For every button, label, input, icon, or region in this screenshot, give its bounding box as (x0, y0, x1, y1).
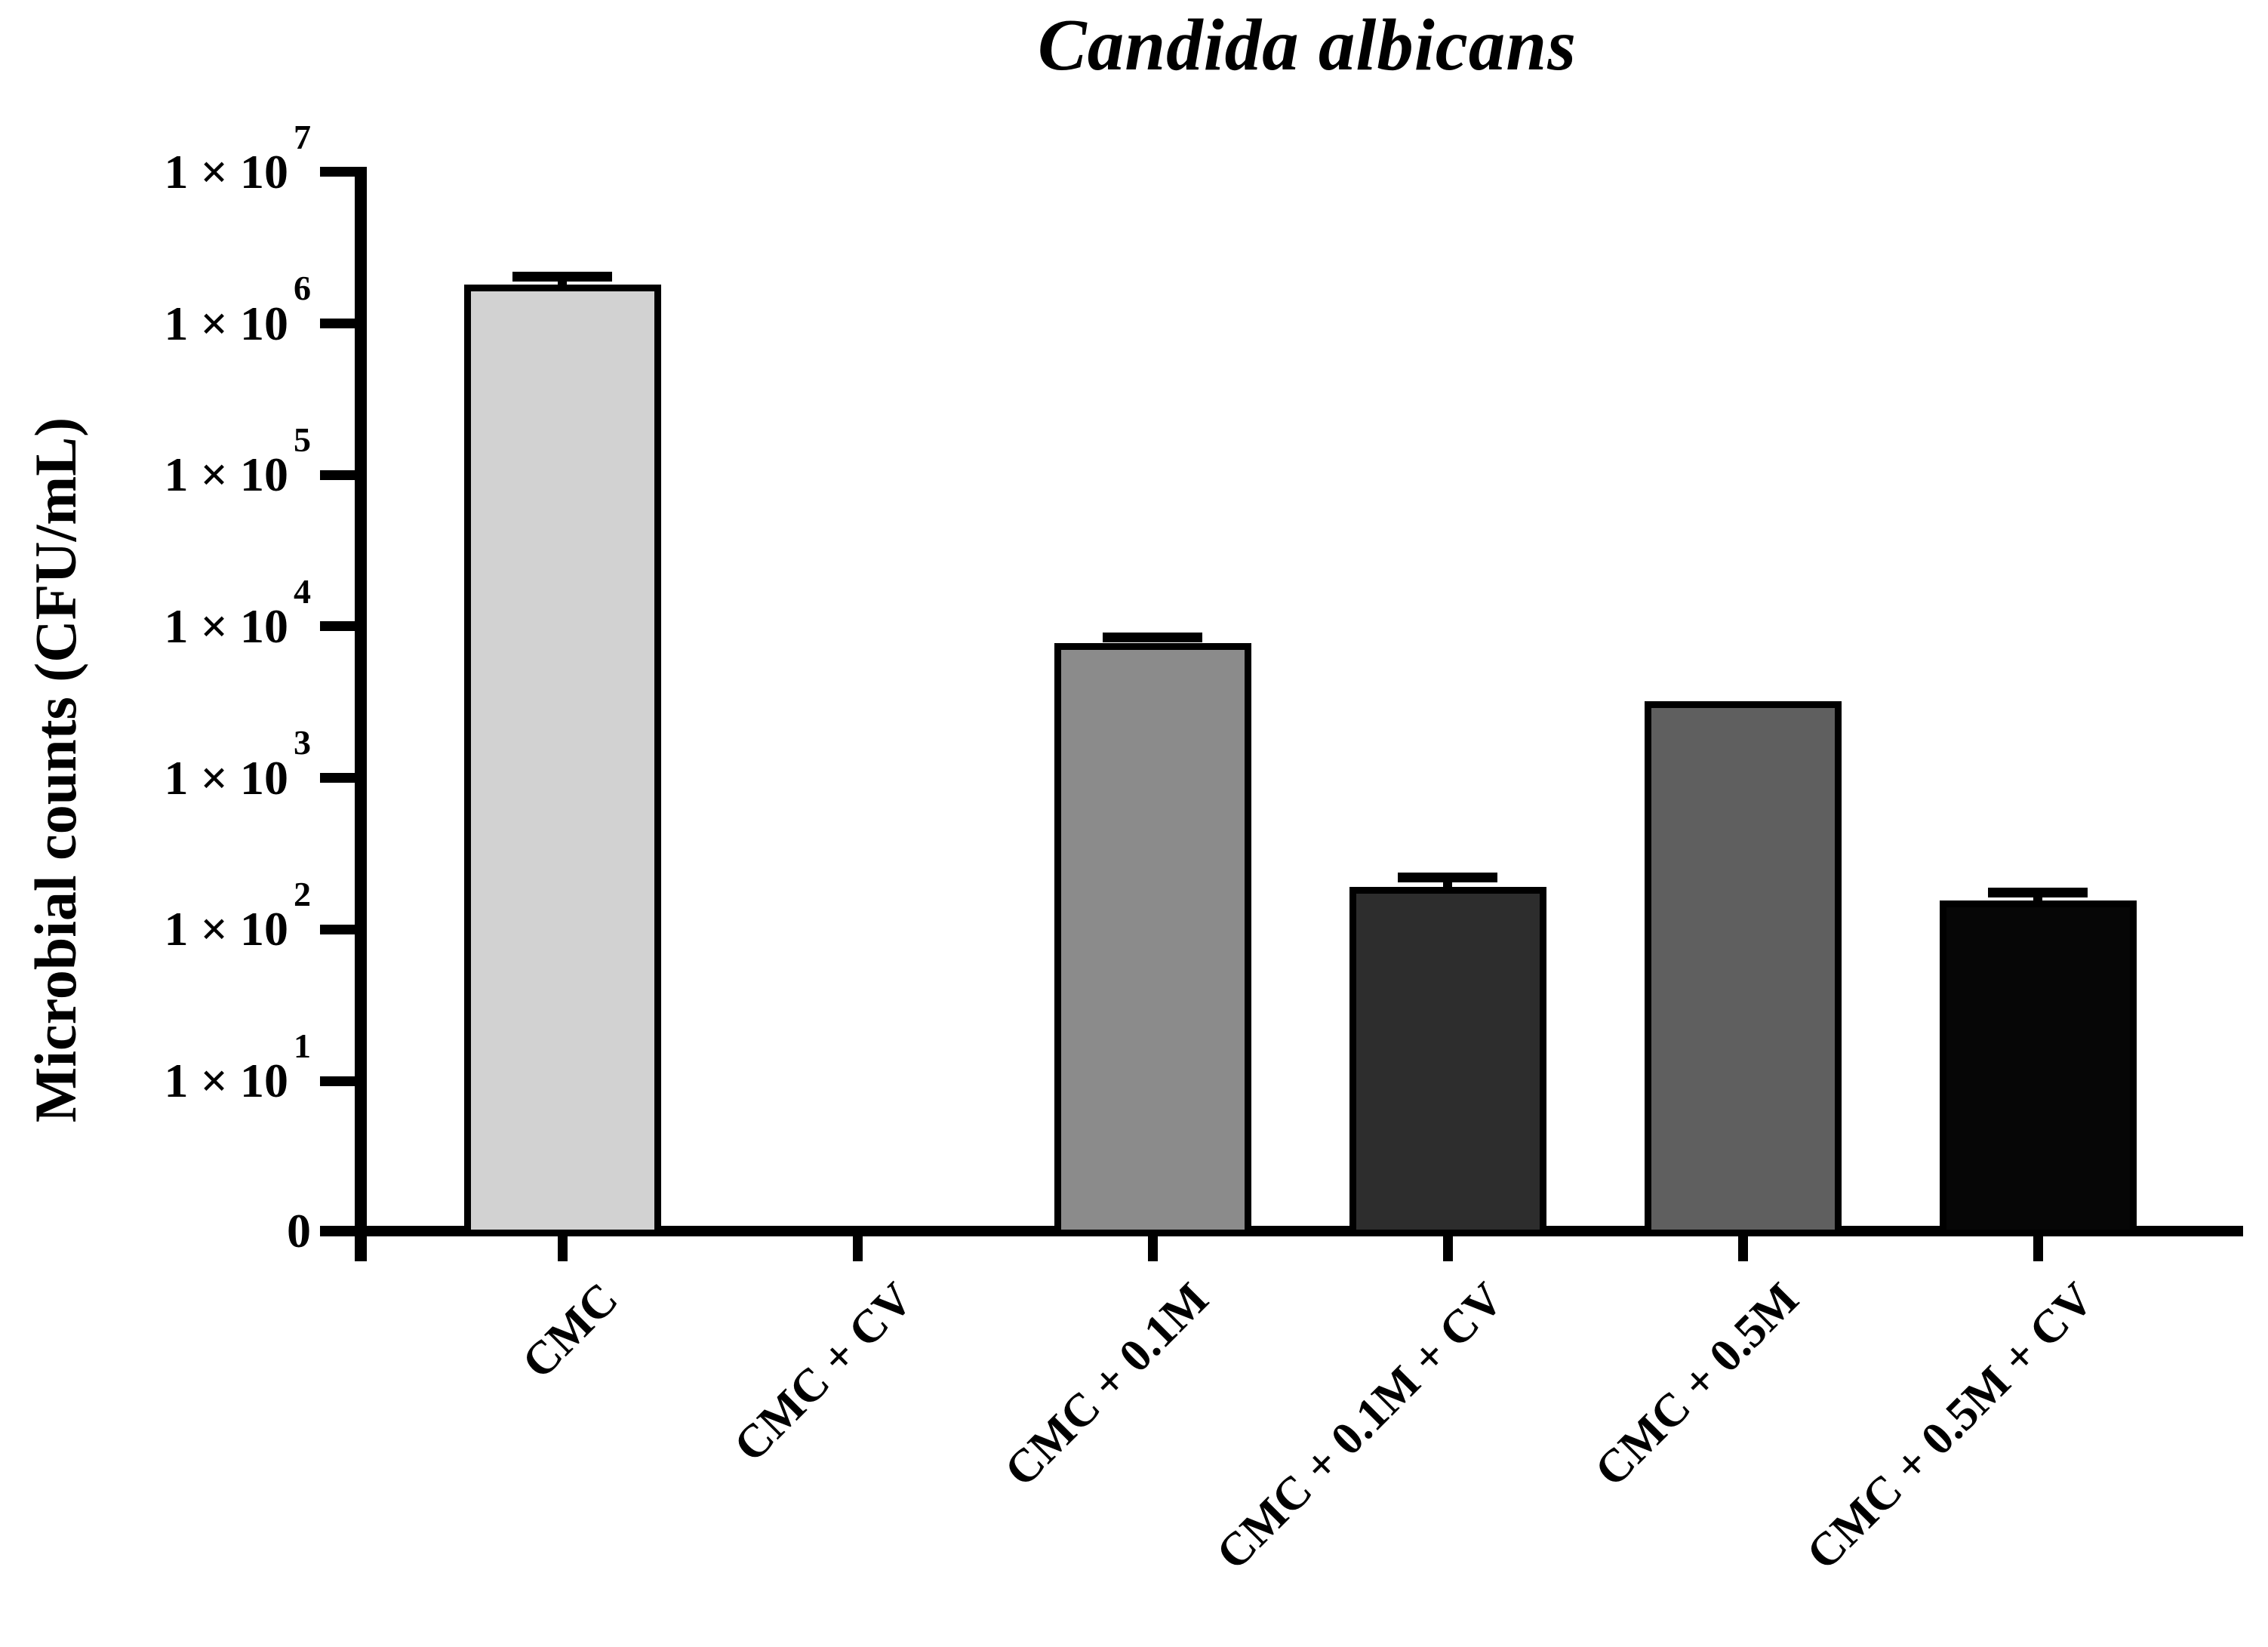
bar-4 (1349, 887, 1546, 1236)
x-tick-2 (852, 1236, 863, 1261)
y-tick-1e3 (320, 773, 367, 783)
y-tick-label-1e2: 1 × 102 (164, 875, 311, 956)
y-tick-label-1e7: 1 × 107 (164, 117, 311, 199)
y-tick-1e7 (320, 167, 367, 177)
error-bar-stem-1 (558, 281, 567, 287)
y-tick-label-1e6: 1 × 106 (164, 269, 311, 350)
y-tick-1e4 (320, 621, 367, 632)
error-bar-stem-4 (1443, 882, 1452, 889)
y-tick-1e1 (320, 1076, 367, 1086)
bar-5 (1644, 701, 1842, 1236)
y-tick-1e5 (320, 469, 367, 480)
y-axis-line (355, 167, 367, 1261)
error-bar-cap-1 (512, 271, 612, 282)
y-tick-label-1e3: 1 × 103 (164, 723, 311, 805)
bar-1 (463, 285, 661, 1236)
y-tick-1e2 (320, 924, 367, 934)
error-bar-cap-6 (1988, 888, 2088, 898)
y-tick-label-1e4: 1 × 104 (164, 571, 311, 653)
y-tick-1e6 (320, 319, 367, 329)
y-tick-label-zero: 0 (287, 1204, 311, 1258)
error-bar-cap-3 (1103, 632, 1202, 642)
x-label-1: CMC (512, 1273, 628, 1389)
bar-6 (1939, 900, 2137, 1236)
error-bar-cap-4 (1398, 873, 1497, 883)
x-tick-1 (557, 1236, 568, 1261)
x-tick-6 (2033, 1236, 2043, 1261)
x-label-3: CMC + 0.1M (994, 1273, 1218, 1497)
x-tick-5 (1737, 1236, 1748, 1261)
x-label-2: CMC + CV (724, 1273, 923, 1472)
y-tick-label-1e5: 1 × 105 (164, 420, 311, 502)
x-label-4: CMC + 0.1M + CV (1206, 1273, 1513, 1580)
y-tick-label-1e1: 1 × 101 (164, 1026, 311, 1107)
chart-title: Candida albicans (1038, 5, 1577, 85)
x-tick-3 (1147, 1236, 1158, 1261)
bar-3 (1054, 642, 1251, 1236)
x-tick-4 (1442, 1236, 1453, 1261)
x-label-6: CMC + 0.5M + CV (1796, 1273, 2103, 1580)
x-label-5: CMC + 0.5M (1584, 1273, 1808, 1497)
error-bar-stem-6 (2033, 897, 2042, 903)
